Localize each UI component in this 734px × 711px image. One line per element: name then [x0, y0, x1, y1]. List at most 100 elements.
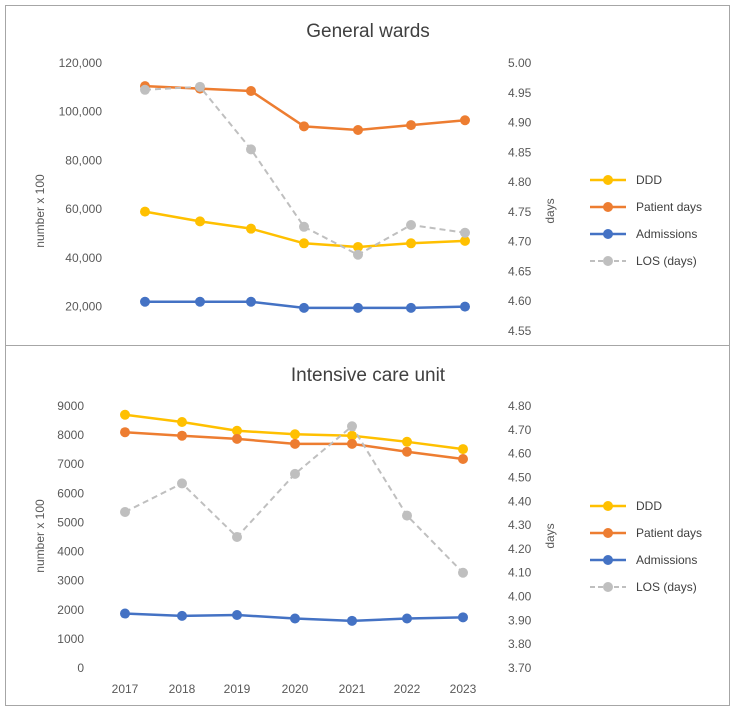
x-tick-labels: 2017 2018 2019 2020 2021 2022 2023 [112, 682, 477, 696]
y2-tick-label: 4.85 [508, 145, 532, 159]
data-point-patient-days-2022 [406, 120, 416, 131]
plot-area [140, 81, 470, 313]
panel-general-wards: General wards number x 100 days 20,000 40… [5, 5, 730, 346]
panel-frame [5, 5, 730, 346]
y-tick-label: 40,000 [65, 251, 102, 265]
y-tick-labels: 20,000 40,000 60,000 80,000 100,000 120,000 [59, 56, 103, 314]
data-point-admissions-2017 [120, 608, 130, 619]
data-point-admissions-2022 [406, 302, 416, 313]
y2-tick-label: 4.30 [508, 518, 532, 532]
chart-title: General wards [306, 21, 430, 42]
y2-tick-label: 4.10 [508, 566, 532, 580]
data-point-los-days-2023 [458, 567, 468, 578]
legend-label: Patient days [636, 526, 702, 540]
data-point-ddd-2020 [290, 429, 300, 440]
legend-label: Admissions [636, 553, 697, 567]
data-point-los-days-2018 [195, 81, 205, 92]
y2-tick-label: 4.20 [508, 542, 532, 556]
data-point-admissions-2023 [458, 612, 468, 623]
series-ddd [120, 409, 468, 455]
data-point-los-days-2017 [120, 506, 130, 517]
data-point-patient-days-2023 [458, 453, 468, 464]
data-point-los-days-2017 [140, 84, 150, 95]
data-point-admissions-2020 [290, 613, 300, 624]
data-point-patient-days-2021 [353, 125, 363, 135]
x-tick-label: 2017 [112, 682, 139, 696]
data-point-ddd-2020 [299, 238, 309, 249]
y-tick-label: 7000 [57, 457, 84, 471]
data-point-los-days-2022 [406, 219, 416, 230]
chart-title: Intensive care unit [291, 365, 446, 386]
data-point-admissions-2020 [299, 302, 309, 313]
data-point-ddd-2017 [120, 409, 130, 420]
legend-label: DDD [636, 499, 662, 513]
legend-swatch-marker [603, 582, 613, 592]
y2-tick-label: 3.70 [508, 661, 532, 675]
legend-swatch-marker [603, 175, 613, 185]
data-point-ddd-2019 [232, 425, 242, 436]
data-point-ddd-2018 [195, 216, 205, 227]
data-point-patient-days-2020 [290, 438, 300, 449]
y2-tick-label: 4.40 [508, 494, 532, 508]
y2-tick-label: 4.95 [508, 86, 532, 100]
data-point-ddd-2021 [347, 430, 357, 441]
y-tick-label: 3000 [57, 574, 84, 588]
legend-swatch-marker [603, 202, 613, 212]
legend-item-patient-days: Patient days [590, 200, 702, 214]
y-tick-label: 4000 [57, 545, 84, 559]
data-point-los-days-2021 [347, 421, 357, 432]
data-point-patient-days-2018 [177, 430, 187, 441]
data-point-los-days-2020 [290, 468, 300, 479]
data-point-admissions-2022 [402, 613, 412, 624]
legend-item-ddd: DDD [590, 499, 662, 513]
data-point-ddd-2019 [246, 223, 256, 234]
x-tick-label: 2018 [169, 682, 196, 696]
y2-axis-label: days [543, 198, 557, 223]
data-point-ddd-2017 [140, 206, 150, 217]
data-point-los-days-2018 [177, 478, 187, 489]
y-tick-label: 5000 [57, 515, 84, 529]
data-point-patient-days-2019 [246, 86, 256, 97]
legend-item-los-days: LOS (days) [590, 254, 697, 268]
panel-intensive-care-unit: Intensive care unit number x 100 days 0 1… [5, 345, 730, 706]
legend: DDD Patient days Admissions LOS (days) [590, 499, 702, 594]
data-point-ddd-2018 [177, 417, 187, 428]
data-point-ddd-2021 [353, 241, 363, 252]
data-point-admissions-2021 [347, 615, 357, 626]
y-tick-label: 0 [77, 661, 84, 675]
data-point-los-days-2023 [460, 227, 470, 238]
y2-tick-label: 4.75 [508, 205, 532, 219]
series-patient-days [140, 81, 470, 135]
y-tick-label: 20,000 [65, 300, 102, 314]
series-admissions [140, 296, 470, 313]
legend-swatch-marker [603, 229, 613, 239]
y-tick-label: 2000 [57, 603, 84, 617]
y2-tick-label: 5.00 [508, 56, 532, 70]
series-los-days [120, 421, 468, 578]
y2-tick-label: 4.90 [508, 116, 532, 130]
legend-label: DDD [636, 173, 662, 187]
y2-tick-label: 4.70 [508, 235, 532, 249]
data-point-admissions-2021 [353, 302, 363, 313]
legend-item-patient-days: Patient days [590, 526, 702, 540]
data-point-ddd-2022 [406, 238, 416, 249]
data-point-los-days-2019 [246, 144, 256, 155]
x-tick-label: 2021 [339, 682, 366, 696]
series-admissions [120, 608, 468, 626]
y2-tick-label: 4.80 [508, 175, 532, 189]
data-point-los-days-2020 [299, 221, 309, 232]
data-point-patient-days-2019 [232, 433, 242, 444]
x-tick-label: 2023 [450, 682, 477, 696]
data-point-los-days-2021 [353, 249, 363, 260]
data-point-patient-days-2023 [460, 115, 470, 126]
y2-axis-label: days [543, 523, 557, 548]
data-point-patient-days-2022 [402, 446, 412, 457]
x-tick-label: 2022 [394, 682, 421, 696]
y2-tick-label: 4.50 [508, 470, 532, 484]
data-point-admissions-2023 [460, 301, 470, 312]
y2-tick-label: 4.60 [508, 447, 532, 461]
legend-swatch-marker [603, 501, 613, 511]
series-ddd [140, 206, 470, 252]
y-tick-label: 120,000 [59, 56, 103, 70]
